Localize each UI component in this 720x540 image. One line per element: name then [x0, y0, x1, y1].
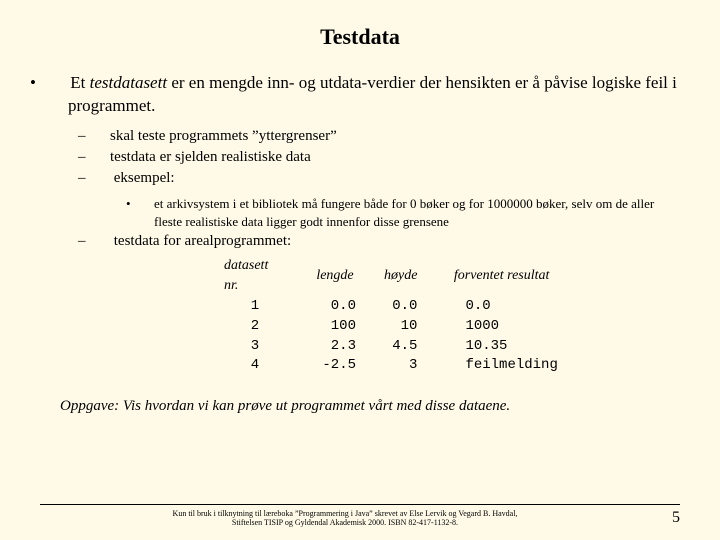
cell: 0.0 — [370, 297, 431, 317]
cell: feilmelding — [431, 356, 571, 376]
col-header-1: datasett nr. — [210, 256, 300, 297]
sub-item-3: eksempel: et arkivsystem i et bibliotek … — [110, 168, 680, 231]
footer: Kun til bruk i tilknytning til læreboka … — [40, 504, 680, 528]
cell: 10.35 — [431, 337, 571, 357]
cell: 0.0 — [300, 297, 370, 317]
bullet-item-1: Et testdatasett er en mengde inn- og utd… — [66, 72, 680, 376]
cell: 0.0 — [431, 297, 571, 317]
cell: 3 — [210, 337, 300, 357]
data-table-wrap: datasett nr. lengde høyde forventet resu… — [210, 256, 680, 376]
sub-item-2: testdata er sjelden realistiske data — [110, 147, 680, 168]
cell: 1 — [210, 297, 300, 317]
bullet-list-level2: skal teste programmets ”yttergrenser” te… — [68, 126, 680, 376]
footer-line-1: Kun til bruk i tilknytning til læreboka … — [173, 509, 518, 518]
sub-item-3-label: eksempel: — [114, 170, 175, 186]
table-row: 1 0.0 0.0 0.0 — [210, 297, 572, 317]
cell: 10 — [370, 317, 431, 337]
table-body: 1 0.0 0.0 0.0 2 100 10 1000 — [210, 297, 572, 375]
footer-line-2: Stiftelsen TISIP og Gyldendal Akademisk … — [232, 518, 458, 527]
slide-title: Testdata — [40, 24, 680, 50]
cell: 4 — [210, 356, 300, 376]
footer-text: Kun til bruk i tilknytning til læreboka … — [40, 509, 650, 528]
cell: 2.3 — [300, 337, 370, 357]
cell: 3 — [370, 356, 431, 376]
slide: Testdata Et testdatasett er en mengde in… — [0, 0, 720, 540]
col-header-4: forventet resultat — [431, 256, 571, 297]
cell: 1000 — [431, 317, 571, 337]
task-text: Oppgave: Vis hvordan vi kan prøve ut pro… — [60, 398, 680, 415]
cell: -2.5 — [300, 356, 370, 376]
page-number: 5 — [650, 509, 680, 527]
sub-item-4-label: testdata for arealprogrammet: — [114, 233, 291, 249]
sub-item-1: skal teste programmets ”yttergrenser” — [110, 126, 680, 147]
sub-item-4: testdata for arealprogrammet: datasett n… — [110, 231, 680, 376]
col-header-3: høyde — [370, 256, 431, 297]
cell: 4.5 — [370, 337, 431, 357]
table-row: 4 -2.5 3 feilmelding — [210, 356, 572, 376]
data-table: datasett nr. lengde høyde forventet resu… — [210, 256, 572, 376]
table-row: 2 100 10 1000 — [210, 317, 572, 337]
col-header-2: lengde — [300, 256, 370, 297]
subsub-item-1: et arkivsystem i et bibliotek må fungere… — [154, 195, 680, 231]
text-part-a: Et — [70, 73, 89, 92]
bullet-list-level1: Et testdatasett er en mengde inn- og utd… — [40, 72, 680, 376]
bullet-list-level3: et arkivsystem i et bibliotek må fungere… — [110, 195, 680, 231]
cell: 100 — [300, 317, 370, 337]
table-row: 3 2.3 4.5 10.35 — [210, 337, 572, 357]
text-part-b: testdatasett — [90, 73, 167, 92]
cell: 2 — [210, 317, 300, 337]
table-header-row: datasett nr. lengde høyde forventet resu… — [210, 256, 572, 297]
